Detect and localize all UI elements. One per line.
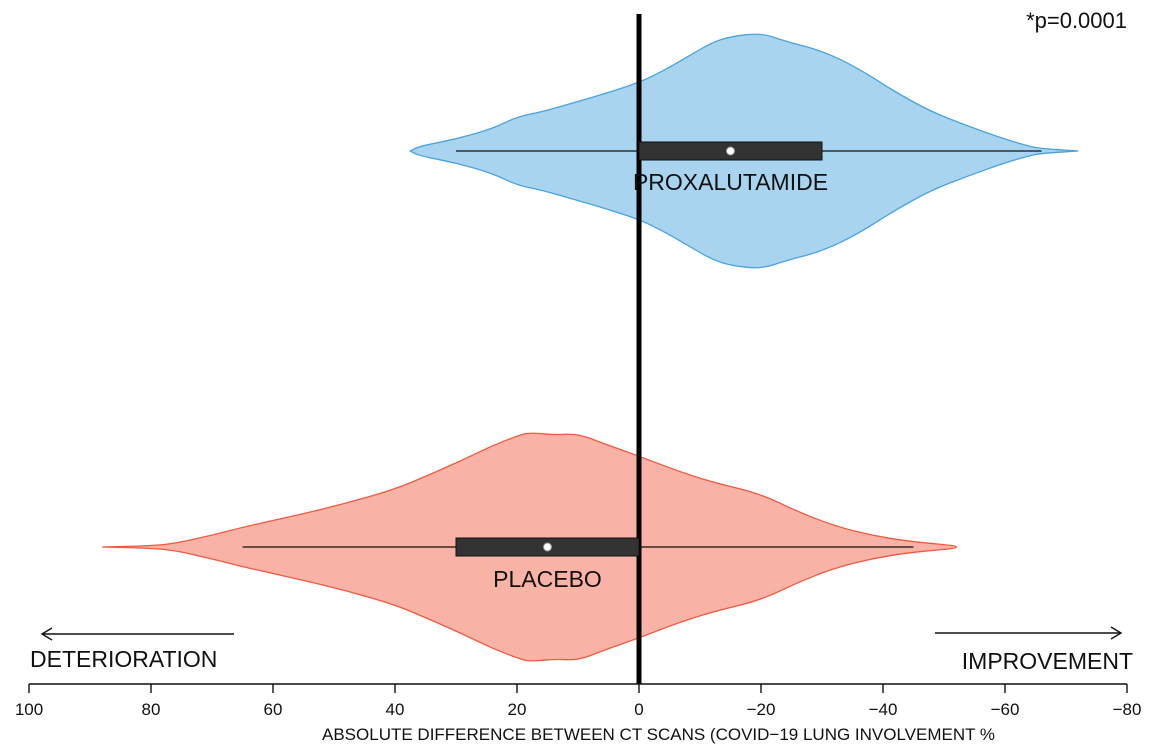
x-axis: 100 80 60 40 20 0 −20 −40 −60 −80	[15, 683, 1142, 719]
deterioration-label: DETERIORATION	[30, 646, 217, 672]
x-axis-label: ABSOLUTE DIFFERENCE BETWEEN CT SCANS (CO…	[322, 725, 995, 744]
x-tick-label-0: 100	[15, 700, 43, 719]
x-tick-label-7: −40	[869, 700, 898, 719]
p-value-annotation: *p=0.0001	[1026, 8, 1127, 33]
improvement-label: IMPROVEMENT	[962, 648, 1133, 674]
group-labels-layer: PROXALUTAMIDE PLACEBO	[493, 169, 828, 592]
median-point-proxalutamide	[726, 146, 735, 156]
x-tick-label-1: 80	[142, 700, 161, 719]
x-tick-label-8: −60	[991, 700, 1020, 719]
group-label-placebo: PLACEBO	[493, 566, 602, 592]
boxplots-layer	[242, 141, 1042, 557]
group-label-proxalutamide: PROXALUTAMIDE	[633, 169, 828, 195]
x-tick-label-9: −80	[1113, 700, 1142, 719]
deterioration-arrow	[40, 627, 234, 641]
x-tick-label-2: 60	[264, 700, 283, 719]
x-tick-label-3: 40	[386, 700, 405, 719]
x-tick-label-6: −20	[747, 700, 776, 719]
x-tick-label-5: 0	[634, 700, 643, 719]
x-tick-label-4: 20	[508, 700, 527, 719]
improvement-arrow	[935, 626, 1123, 640]
median-point-placebo	[543, 542, 552, 552]
